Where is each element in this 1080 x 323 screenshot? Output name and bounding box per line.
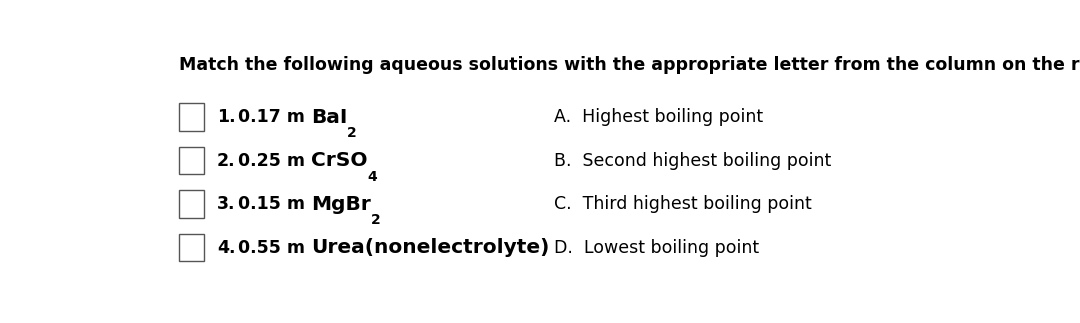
Text: 4.: 4. [217,239,235,257]
Text: 0.25 m: 0.25 m [238,151,311,170]
Text: 0.17 m: 0.17 m [238,108,311,126]
Text: 1.: 1. [217,108,235,126]
Text: 0.15 m: 0.15 m [238,195,311,213]
Text: 2.: 2. [217,151,235,170]
Text: CrSO: CrSO [311,151,367,170]
Text: A.  Highest boiling point: A. Highest boiling point [554,108,762,126]
Bar [178,103,204,131]
Bar [178,234,204,261]
Text: Urea(nonelectrolyte): Urea(nonelectrolyte) [311,238,549,257]
Text: 4: 4 [367,170,377,184]
Text: MgBr: MgBr [311,195,370,214]
Text: D.  Lowest boiling point: D. Lowest boiling point [554,239,758,257]
Bar [178,191,204,218]
Text: 2: 2 [370,213,380,227]
Bar [178,147,204,174]
Text: 3.: 3. [217,195,235,213]
Text: Match the following aqueous solutions with the appropriate letter from the colum: Match the following aqueous solutions wi… [178,56,1080,74]
Text: 0.55 m: 0.55 m [238,239,311,257]
Text: C.  Third highest boiling point: C. Third highest boiling point [554,195,811,213]
Text: B.  Second highest boiling point: B. Second highest boiling point [554,151,831,170]
Text: 2: 2 [347,126,356,140]
Text: BaI: BaI [311,108,347,127]
